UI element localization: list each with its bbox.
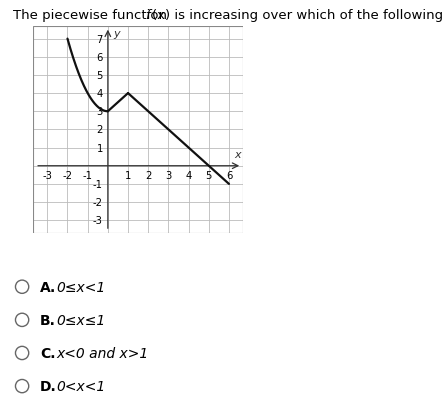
Text: 0<x<1: 0<x<1 [57, 379, 106, 393]
Text: (x) is increasing over which of the following intervals?: (x) is increasing over which of the foll… [152, 9, 442, 22]
Text: 4: 4 [186, 171, 192, 181]
Text: 0≤x≤1: 0≤x≤1 [57, 313, 106, 327]
Text: -2: -2 [62, 171, 72, 181]
Text: x<0 and x>1: x<0 and x>1 [57, 346, 149, 360]
Text: -1: -1 [83, 171, 93, 181]
Text: D.: D. [40, 379, 57, 393]
Text: B.: B. [40, 313, 56, 327]
Text: 6: 6 [226, 171, 232, 181]
Text: 1: 1 [96, 143, 103, 153]
Text: A.: A. [40, 280, 56, 294]
Text: 2: 2 [145, 171, 152, 181]
Text: 3: 3 [96, 107, 103, 117]
Text: 6: 6 [96, 52, 103, 63]
Text: 0≤x<1: 0≤x<1 [57, 280, 106, 294]
Text: y: y [113, 28, 119, 39]
Text: The piecewise function: The piecewise function [13, 9, 171, 22]
Text: -1: -1 [93, 180, 103, 190]
Text: -2: -2 [93, 197, 103, 208]
Text: 2: 2 [96, 125, 103, 135]
Text: x: x [234, 150, 241, 160]
Text: f: f [145, 9, 149, 22]
Text: 1: 1 [125, 171, 131, 181]
Text: 7: 7 [96, 35, 103, 45]
Text: -3: -3 [42, 171, 52, 181]
Text: -3: -3 [93, 216, 103, 225]
Text: 3: 3 [165, 171, 171, 181]
Text: 4: 4 [96, 89, 103, 99]
Text: 5: 5 [96, 71, 103, 81]
Text: 5: 5 [206, 171, 212, 181]
Text: C.: C. [40, 346, 55, 360]
